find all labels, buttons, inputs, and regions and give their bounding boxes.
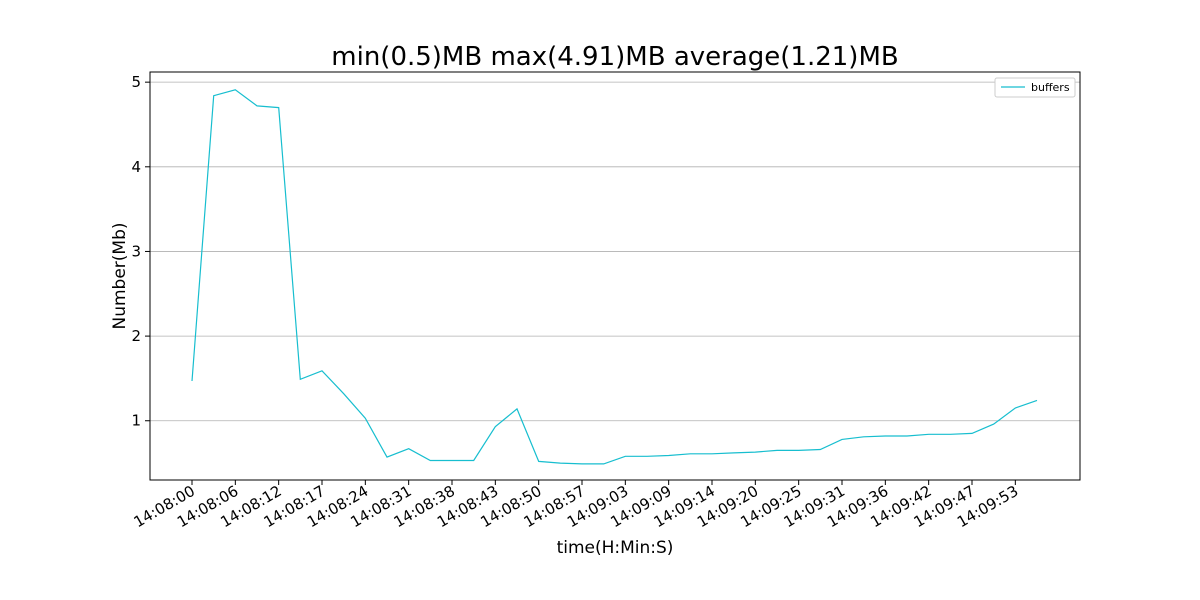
y-tick-label: 2 bbox=[131, 327, 141, 345]
legend: buffers bbox=[994, 77, 1076, 98]
y-tick-label: 5 bbox=[131, 73, 141, 91]
plot-frame bbox=[149, 71, 1081, 481]
y-tick-label: 3 bbox=[131, 242, 141, 260]
legend-box bbox=[994, 77, 1076, 98]
x-axis: 14:08:0014:08:0614:08:1214:08:1714:08:24… bbox=[131, 480, 1021, 531]
x-axis-label: time(H:Min:S) bbox=[557, 538, 674, 558]
gridlines bbox=[150, 81, 1080, 422]
y-axis-label: Number(Mb) bbox=[110, 222, 130, 329]
y-tick-label: 1 bbox=[131, 412, 141, 430]
series-line-buffers bbox=[191, 89, 1038, 465]
chart-title: min(0.5)MB max(4.91)MB average(1.21)MB bbox=[331, 42, 898, 72]
legend-label-buffers: buffers bbox=[1031, 81, 1070, 94]
y-axis: 1 2 3 4 5 bbox=[131, 73, 150, 430]
plot-area bbox=[191, 89, 1038, 465]
y-tick-label: 4 bbox=[131, 158, 141, 176]
